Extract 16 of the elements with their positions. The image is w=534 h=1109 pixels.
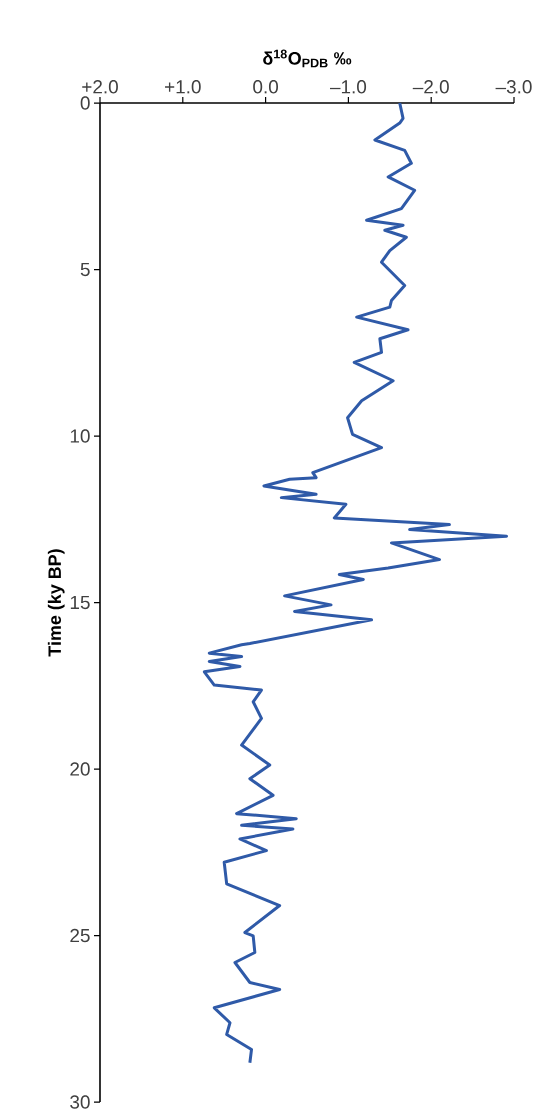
y-tick-label: 10 <box>70 429 90 443</box>
y-tick-label: 30 <box>70 1095 90 1109</box>
y-tick-label: 0 <box>80 96 90 110</box>
y-tick-label: 15 <box>70 595 90 610</box>
y-tick-label: 5 <box>80 262 90 277</box>
x-tick-label: +1.0 <box>165 80 201 94</box>
y-axis-title: Time (ky BP) <box>47 549 65 657</box>
text: δ$^{18}$O$_{PDB}$ ‰ <box>263 49 352 68</box>
x-tick-label: +2.0 <box>82 80 118 94</box>
line-series <box>202 101 509 1065</box>
y-tick-label: 20 <box>70 762 90 776</box>
y-tick-label: 25 <box>70 928 90 943</box>
x-tick-label: –2.0 <box>412 80 449 94</box>
x-tick-label: –1.0 <box>329 80 367 94</box>
x-tick-label: 0.0 <box>253 80 279 94</box>
x-tick-label: –3.0 <box>495 80 532 94</box>
